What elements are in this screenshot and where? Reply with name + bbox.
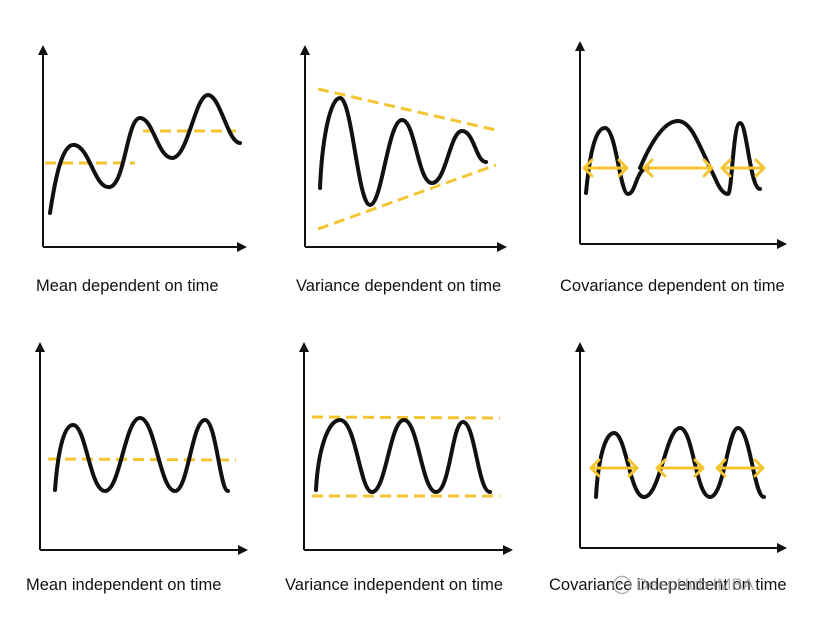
panel-variance-dependent xyxy=(300,45,507,252)
signal-curve xyxy=(594,426,766,499)
axes xyxy=(35,342,248,555)
panel-variance-independent xyxy=(299,342,513,555)
caption-covariance-independent: Covariance independent on time xyxy=(549,576,787,594)
signal-curve xyxy=(314,418,492,494)
caption-variance-independent: Variance independent on time xyxy=(285,576,504,594)
period-arrows xyxy=(589,458,765,478)
variance-upper-bound xyxy=(311,415,501,420)
axes xyxy=(575,41,787,249)
watermark-text: DeepHub IMBA xyxy=(636,575,755,594)
caption-mean-independent: Mean independent on time xyxy=(26,576,222,594)
axes xyxy=(299,342,513,555)
panel-mean-independent xyxy=(35,342,248,555)
caption-mean-dependent: Mean dependent on time xyxy=(36,277,219,295)
signal-curve xyxy=(48,93,242,215)
caption-variance-dependent: Variance dependent on time xyxy=(296,277,502,295)
axes xyxy=(575,342,787,553)
period-arrows xyxy=(582,158,766,178)
signal-curve xyxy=(53,416,230,493)
axes xyxy=(38,45,247,252)
signal-curve xyxy=(584,119,762,196)
panel-mean-dependent xyxy=(38,45,247,252)
panel-covariance-independent xyxy=(575,342,787,553)
caption-covariance-dependent: Covariance dependent on time xyxy=(560,277,785,295)
panel-covariance-dependent xyxy=(575,41,787,249)
variance-lower-bound xyxy=(317,163,497,231)
signal-curve xyxy=(318,96,488,207)
watermark: DeepHub IMBA xyxy=(612,575,754,595)
variance-upper-bound xyxy=(317,87,501,133)
axes xyxy=(300,45,507,252)
mean-level xyxy=(47,457,237,462)
wechat-icon xyxy=(612,575,632,595)
